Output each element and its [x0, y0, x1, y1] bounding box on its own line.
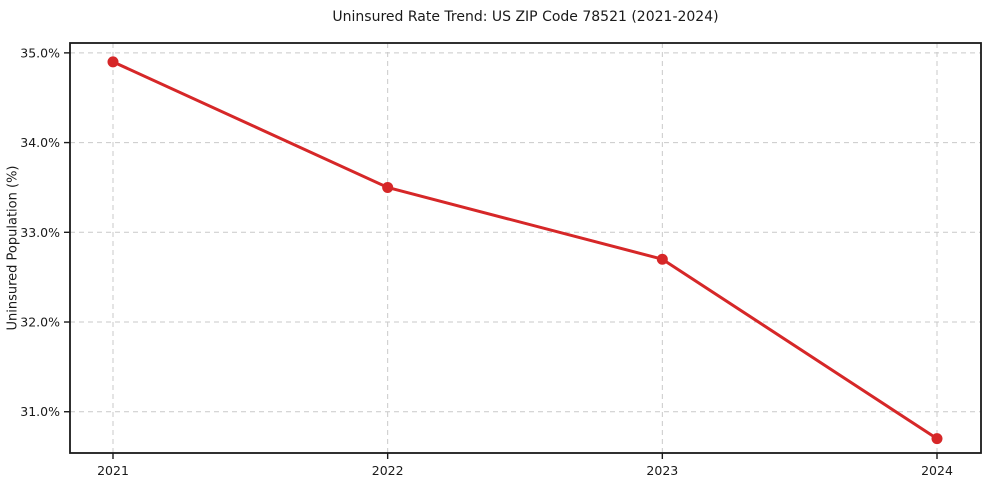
x-tick-label: 2023: [646, 463, 678, 478]
x-tick-label: 2022: [372, 463, 404, 478]
data-point: [107, 56, 119, 68]
chart-title: Uninsured Rate Trend: US ZIP Code 78521 …: [332, 9, 719, 25]
y-tick-label: 34.0%: [20, 135, 60, 150]
data-point: [382, 181, 394, 193]
x-tick-label: 2021: [97, 463, 129, 478]
y-tick-label: 31.0%: [20, 404, 60, 419]
y-tick-label: 35.0%: [20, 45, 60, 60]
y-axis-label: Uninsured Population (%): [5, 165, 21, 331]
data-point: [931, 433, 943, 445]
plot-border: [69, 42, 982, 454]
y-tick-label: 33.0%: [20, 225, 60, 240]
data-point: [656, 253, 668, 265]
x-tick-label: 2024: [921, 463, 953, 478]
y-tick-label: 32.0%: [20, 315, 60, 330]
trend-line: [111, 60, 939, 441]
